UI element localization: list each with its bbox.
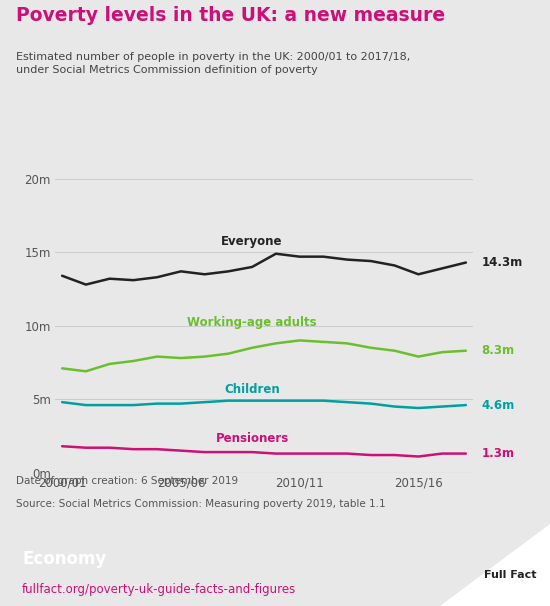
Text: Pensioners: Pensioners — [216, 433, 289, 445]
Text: Source: Social Metrics Commission: Measuring poverty 2019, table 1.1: Source: Social Metrics Commission: Measu… — [16, 499, 386, 509]
Text: Poverty levels in the UK: a new measure: Poverty levels in the UK: a new measure — [16, 6, 446, 25]
Text: 14.3m: 14.3m — [481, 256, 522, 269]
Text: Children: Children — [224, 382, 280, 396]
Text: 1.3m: 1.3m — [481, 447, 514, 460]
Text: fullfact.org/poverty-uk-guide-facts-and-figures: fullfact.org/poverty-uk-guide-facts-and-… — [22, 583, 296, 596]
Text: 4.6m: 4.6m — [481, 399, 514, 411]
Text: Working-age adults: Working-age adults — [188, 316, 317, 328]
Text: 8.3m: 8.3m — [481, 344, 514, 357]
Polygon shape — [440, 524, 550, 606]
Text: Date of graph creation: 6 September 2019: Date of graph creation: 6 September 2019 — [16, 476, 239, 486]
Text: Full Fact: Full Fact — [484, 570, 536, 580]
Text: Estimated number of people in poverty in the UK: 2000/01 to 2017/18,
under Socia: Estimated number of people in poverty in… — [16, 52, 411, 75]
Text: Everyone: Everyone — [221, 235, 283, 248]
Text: Economy: Economy — [22, 550, 106, 568]
